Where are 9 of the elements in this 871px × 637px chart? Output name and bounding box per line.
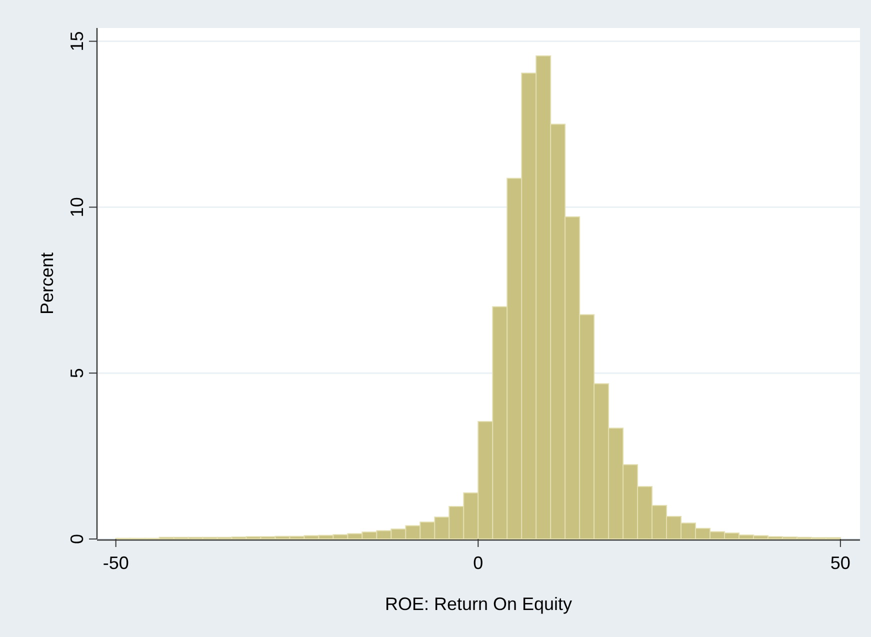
y-tick-label: 0 — [67, 534, 87, 544]
x-axis-title: ROE: Return On Equity — [384, 594, 572, 614]
y-tick-label: 15 — [67, 31, 87, 52]
x-tick-label: -50 — [102, 553, 129, 573]
y-tick-label: 10 — [67, 197, 87, 218]
y-tick-label: 5 — [67, 368, 87, 378]
x-tick-label: 0 — [473, 553, 484, 573]
x-tick-label: 50 — [830, 553, 850, 573]
y-axis-title: Percent — [37, 252, 57, 315]
